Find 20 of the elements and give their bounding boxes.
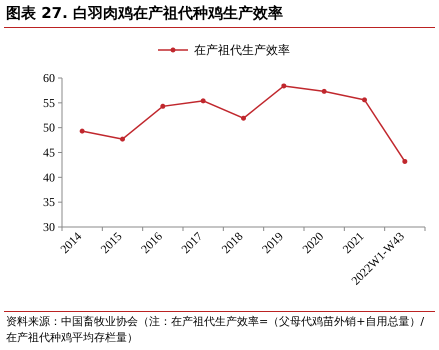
y-tick-label: 50 xyxy=(43,120,55,135)
point xyxy=(281,83,286,88)
y-tick-label: 35 xyxy=(43,195,55,210)
point xyxy=(402,158,408,164)
point xyxy=(200,98,206,104)
y-tick-label: 30 xyxy=(43,220,55,234)
y-tick-label: 60 xyxy=(43,71,55,85)
legend-label: 在产祖代生产效率 xyxy=(194,43,290,57)
point xyxy=(80,128,85,134)
point xyxy=(241,116,246,121)
point xyxy=(322,88,327,94)
y-tick-label: 55 xyxy=(43,96,55,110)
point xyxy=(120,136,125,142)
y-tick-label: 45 xyxy=(43,146,55,160)
legend: 在产祖代生产效率 xyxy=(158,43,290,57)
point xyxy=(362,97,367,102)
chart-title: 图表 27. 白羽肉鸡在产祖代种鸡生产效率 xyxy=(6,4,284,23)
y-tick-label: 40 xyxy=(43,170,55,184)
text: 资料来源：中国畜牧业协会（注：在产祖代生产效率=（父母代鸡苗外销+自用总量）/在产祖代种鸡平均存栏量） xyxy=(6,314,426,346)
point xyxy=(160,104,166,109)
